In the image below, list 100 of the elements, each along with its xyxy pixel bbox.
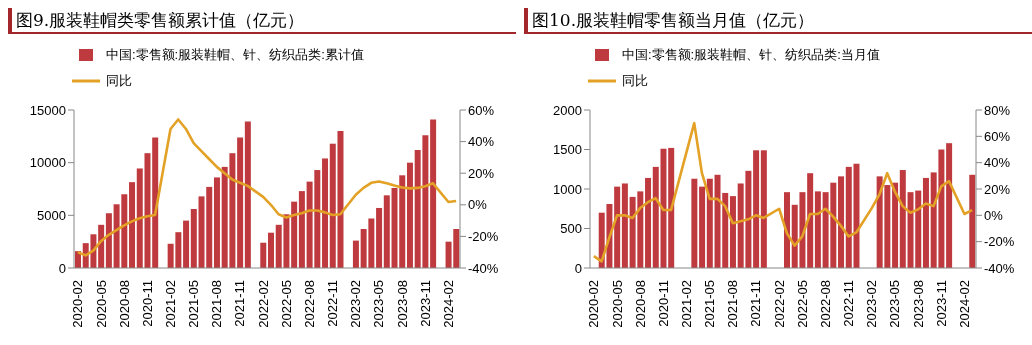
legend-label: 同比 (106, 72, 132, 90)
line-series (592, 121, 974, 263)
bar (105, 213, 112, 268)
x-tick-label: 2021-08 (725, 280, 741, 328)
x-tick-label: 2021-02 (163, 280, 178, 328)
bar (969, 174, 976, 268)
y-tick-label: 500 (560, 221, 582, 237)
bar (260, 242, 267, 268)
y2-tick-label: 20% (468, 165, 495, 181)
x-tick-label: 2022-05 (278, 280, 294, 328)
y-tick-label: 10000 (29, 155, 66, 171)
bar (383, 195, 390, 268)
y-tick-label: 5000 (37, 207, 66, 223)
bar (291, 201, 298, 268)
x-tick-label: 2020-05 (93, 280, 109, 328)
bar (922, 177, 929, 268)
x-tick-label: 2022-11 (325, 280, 341, 327)
x-tick-label: 2023-08 (394, 280, 410, 328)
bar (352, 240, 359, 268)
bar (129, 182, 136, 268)
bar (946, 143, 953, 268)
x-tick-label: 2022-11 (841, 280, 857, 327)
bar (614, 186, 621, 268)
x-tick-label: 2022-02 (255, 280, 271, 328)
y2-tick-label: -20% (984, 234, 1015, 250)
bar (298, 191, 305, 268)
legend-label: 同比 (622, 72, 648, 90)
bar (183, 220, 190, 268)
x-tick-label: 2023-11 (417, 280, 433, 327)
bar (784, 192, 790, 268)
chart-title: 图10.服装鞋帽零售额当月值（亿元） (524, 8, 1032, 34)
x-tick-label: 2021-08 (209, 280, 225, 328)
y-tick-label: 15000 (29, 102, 66, 118)
x-tick-label: 2021-05 (186, 280, 202, 328)
bar (268, 232, 274, 268)
x-tick-label: 2023-08 (910, 280, 926, 328)
x-tick-label: 2023-02 (348, 280, 364, 328)
y2-tick-label: 60% (984, 128, 1011, 144)
bar (376, 207, 383, 268)
y2-tick-label: 40% (984, 155, 1011, 171)
y-tick-label: 1000 (553, 181, 582, 197)
line-series (76, 118, 458, 257)
bar (892, 182, 899, 268)
x-tick-label: 2023-05 (371, 280, 387, 328)
bar (760, 150, 767, 268)
x-tick-label: 2020-02 (70, 280, 86, 328)
y2-tick-label: -40% (984, 260, 1015, 276)
legend-label: 中国:零售额:服装鞋帽、针、纺织品类:累计值 (106, 46, 364, 64)
y2-tick-label: 40% (468, 134, 495, 150)
x-tick-label: 2020-05 (609, 280, 625, 328)
y2-tick-label: 20% (984, 181, 1011, 197)
y2-tick-label: 0% (984, 207, 1004, 223)
y-tick-label: 0 (574, 260, 582, 276)
x-tick-label: 2021-02 (679, 280, 694, 328)
x-tick-label: 2020-02 (586, 280, 602, 328)
x-tick-label: 2023-05 (887, 280, 903, 328)
bar (838, 176, 845, 268)
x-tick-label: 2022-02 (771, 280, 787, 328)
bar (753, 150, 760, 268)
y-tick-label: 2000 (553, 102, 582, 118)
x-tick-label: 2024-02 (440, 280, 456, 328)
x-tick-label: 2023-11 (933, 280, 949, 327)
bar (699, 186, 706, 268)
bar (668, 147, 675, 268)
bar (430, 119, 437, 268)
bar (621, 183, 628, 268)
legend-label: 中国:零售额:服装鞋帽、针、纺织品类:当月值 (622, 46, 880, 64)
bar (190, 209, 197, 268)
bar (706, 178, 713, 268)
x-tick-label: 2022-08 (301, 280, 317, 328)
x-tick-label: 2020-08 (116, 280, 132, 328)
x-tick-label: 2021-11 (748, 280, 764, 327)
x-tick-label: 2022-05 (794, 280, 810, 328)
x-tick-label: 2020-08 (632, 280, 648, 328)
y-tick-label: 1500 (553, 142, 582, 158)
bar (244, 121, 251, 268)
bar (213, 177, 220, 268)
bar (814, 191, 821, 268)
bar (322, 158, 329, 268)
bar (807, 173, 814, 268)
y-tick-label: 0 (58, 260, 66, 276)
y2-tick-label: 0% (468, 197, 488, 213)
y2-tick-label: -20% (468, 229, 499, 245)
y2-tick-label: 80% (984, 102, 1011, 118)
x-tick-label: 2020-11 (655, 280, 671, 327)
x-tick-label: 2022-08 (817, 280, 833, 328)
bar (152, 137, 159, 268)
chart-title: 图9.服装鞋帽类零售额累计值（亿元） (8, 8, 516, 34)
x-tick-label: 2021-11 (232, 280, 248, 327)
bar (237, 137, 244, 268)
bar (729, 196, 736, 268)
x-tick-label: 2020-11 (139, 280, 155, 327)
bar (691, 178, 698, 268)
bar (406, 162, 413, 268)
x-tick-label: 2024-02 (956, 280, 972, 328)
x-tick-label: 2021-05 (702, 280, 718, 328)
x-tick-label: 2023-02 (864, 280, 880, 328)
y2-tick-label: 60% (468, 102, 495, 118)
bar (645, 177, 652, 268)
bar (899, 170, 906, 268)
